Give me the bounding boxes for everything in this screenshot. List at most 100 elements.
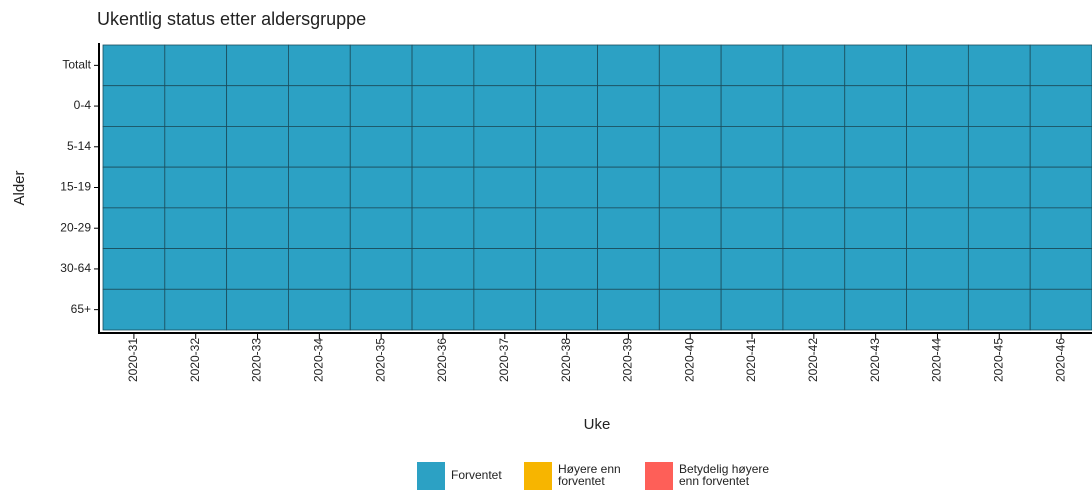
x-tick-label: 2020-35 xyxy=(373,338,387,382)
heatmap-cell xyxy=(164,207,228,249)
heatmap-cell xyxy=(1029,288,1092,331)
heatmap-cell xyxy=(720,166,784,209)
x-axis-label: Uke xyxy=(584,416,611,433)
y-axis-label: Alder xyxy=(11,170,28,205)
legend-label: Høyere enn xyxy=(558,462,621,476)
y-tick-label: 15-19 xyxy=(60,180,91,194)
heatmap-cell xyxy=(967,207,1031,249)
heatmap-cell xyxy=(1029,166,1092,209)
heatmap-cell xyxy=(473,166,537,209)
y-tick-label: 0-4 xyxy=(74,98,92,112)
y-tick-label: Totalt xyxy=(62,58,91,72)
heatmap-cell xyxy=(1029,126,1092,168)
heatmap-cell xyxy=(349,85,413,127)
x-tick-label: 2020-44 xyxy=(930,338,944,382)
legend-swatch xyxy=(524,462,552,490)
heatmap-cell xyxy=(720,207,784,249)
heatmap-cell xyxy=(102,248,166,290)
heatmap-cell xyxy=(349,207,413,249)
heatmap-cell xyxy=(844,44,907,87)
heatmap-cell xyxy=(782,44,846,87)
x-tick-label: 2020-40 xyxy=(682,338,696,382)
heatmap-cell xyxy=(226,85,289,127)
legend-label: Betydelig høyere xyxy=(679,462,769,476)
heatmap-cell xyxy=(473,126,537,168)
x-tick-label: 2020-37 xyxy=(497,338,511,382)
y-tick-label: 30-64 xyxy=(60,261,91,275)
heatmap-cell xyxy=(720,248,784,290)
heatmap-cell xyxy=(906,44,969,87)
heatmap-cell xyxy=(349,248,413,290)
heatmap-cell xyxy=(164,126,228,168)
x-tick-label: 2020-36 xyxy=(435,338,449,382)
y-tick-label: 20-29 xyxy=(60,220,91,234)
heatmap-cell xyxy=(411,126,475,168)
heatmap-cell xyxy=(597,288,660,331)
heatmap-cell xyxy=(967,248,1031,290)
legend-swatch xyxy=(645,462,673,490)
heatmap-cell xyxy=(906,126,969,168)
heatmap-cell xyxy=(844,126,907,168)
heatmap-cell xyxy=(782,126,846,168)
x-tick-label: 2020-46 xyxy=(1053,338,1067,382)
heatmap-cell xyxy=(535,126,598,168)
heatmap-cell xyxy=(720,126,784,168)
heatmap-cell xyxy=(720,288,784,331)
heatmap-cell xyxy=(967,288,1031,331)
heatmap-cell xyxy=(658,44,722,87)
heatmap-cell xyxy=(844,207,907,249)
heatmap-cell xyxy=(288,44,351,87)
heatmap-cell xyxy=(658,248,722,290)
x-tick-label: 2020-31 xyxy=(126,338,140,382)
heatmap-cell xyxy=(967,166,1031,209)
y-tick-label: 65+ xyxy=(71,302,91,316)
heatmap-cell xyxy=(782,85,846,127)
heatmap-cell xyxy=(906,288,969,331)
heatmap-cell xyxy=(102,44,166,87)
heatmap-cell xyxy=(535,207,598,249)
heatmap-cell xyxy=(720,44,784,87)
heatmap-cell xyxy=(473,85,537,127)
heatmap-cell xyxy=(288,248,351,290)
heatmap-cell xyxy=(967,85,1031,127)
heatmap-cell xyxy=(226,248,289,290)
heatmap-cell xyxy=(720,85,784,127)
heatmap-cell xyxy=(658,207,722,249)
x-tick-label: 2020-43 xyxy=(868,338,882,382)
heatmap-cell xyxy=(288,126,351,168)
heatmap-cell xyxy=(411,288,475,331)
heatmap-cell xyxy=(411,166,475,209)
heatmap-cell xyxy=(844,248,907,290)
heatmap-cell xyxy=(411,248,475,290)
heatmap-cell xyxy=(226,166,289,209)
x-tick-label: 2020-32 xyxy=(188,338,202,382)
legend-label: Forventet xyxy=(451,468,502,482)
heatmap-cell xyxy=(658,85,722,127)
heatmap-cell xyxy=(906,248,969,290)
x-tick-label: 2020-39 xyxy=(621,338,635,382)
heatmap-cell xyxy=(1029,207,1092,249)
heatmap-cell xyxy=(535,166,598,209)
heatmap-cell xyxy=(102,166,166,209)
heatmap-cell xyxy=(782,207,846,249)
x-tick-label: 2020-34 xyxy=(312,338,326,382)
heatmap-cell xyxy=(597,166,660,209)
heatmap-cell xyxy=(1029,85,1092,127)
heatmap-cell xyxy=(473,288,537,331)
heatmap-cell xyxy=(844,166,907,209)
legend-label: enn forventet xyxy=(679,474,750,488)
heatmap-cell xyxy=(473,248,537,290)
heatmap-cell xyxy=(226,288,289,331)
heatmap-cell xyxy=(411,44,475,87)
heatmap-cell xyxy=(967,126,1031,168)
heatmap-cell xyxy=(226,207,289,249)
heatmap-cell xyxy=(164,85,228,127)
heatmap-cell xyxy=(288,288,351,331)
legend-swatch xyxy=(417,462,445,490)
heatmap-cell xyxy=(535,85,598,127)
x-tick-label: 2020-45 xyxy=(991,338,1005,382)
heatmap-cell xyxy=(349,288,413,331)
heatmap-cell xyxy=(658,288,722,331)
heatmap-cell xyxy=(597,126,660,168)
